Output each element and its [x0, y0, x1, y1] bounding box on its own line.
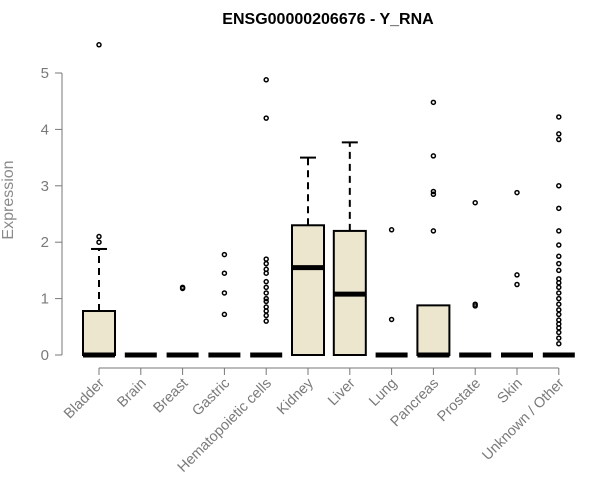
outlier-point	[263, 318, 269, 324]
box-kidney	[291, 156, 325, 356]
outlier-point	[221, 290, 228, 296]
y-tick-label: 0	[41, 347, 49, 364]
x-tick-label: Kidney	[274, 375, 317, 418]
outlier-point	[263, 308, 269, 314]
box-prostate	[459, 199, 492, 358]
outlier-point	[430, 228, 437, 234]
box-iqr	[416, 304, 451, 357]
x-tick-label: Breast	[150, 376, 191, 417]
outlier-point	[556, 325, 562, 331]
outlier-point	[263, 115, 269, 121]
box-skin	[501, 189, 533, 358]
outlier-point	[514, 272, 520, 278]
outlier-point	[263, 298, 269, 305]
box-lung	[375, 227, 408, 358]
y-tick-label: 1	[41, 291, 49, 308]
y-tick-label: 2	[41, 234, 49, 251]
box-hematopoietic-cells	[250, 77, 283, 358]
outlier-point	[263, 290, 269, 296]
outlier-point	[556, 114, 562, 120]
outlier-point	[221, 270, 228, 276]
outlier-point	[388, 227, 395, 233]
box-liver	[332, 141, 367, 356]
outlier-point	[556, 284, 562, 291]
outlier-point	[556, 183, 562, 189]
outlier-point	[556, 290, 562, 296]
outlier-point	[263, 256, 269, 262]
outlier-point	[556, 295, 562, 302]
y-axis-label: Expression	[0, 160, 17, 239]
outlier-point	[556, 335, 562, 341]
x-tick-label: Skin	[495, 376, 526, 407]
y-tick-label: 5	[41, 65, 49, 82]
outlier-point	[263, 270, 269, 276]
outlier-point	[430, 153, 437, 159]
outlier-point	[514, 281, 520, 288]
outlier-point	[96, 42, 102, 48]
outlier-point	[430, 99, 437, 106]
outlier-point	[556, 267, 562, 274]
outlier-point	[96, 233, 102, 240]
outlier-point	[514, 189, 520, 196]
outlier-point	[263, 260, 269, 267]
outlier-point	[472, 303, 478, 309]
x-tick-label: Prostate	[435, 376, 484, 425]
outlier-point	[556, 329, 562, 336]
outlier-point	[556, 253, 562, 260]
outlier-point	[472, 199, 478, 206]
outlier-point	[263, 284, 269, 291]
plot-area	[82, 42, 575, 358]
box-bladder	[82, 42, 116, 358]
outlier-point	[556, 340, 562, 347]
outlier-point	[179, 285, 186, 292]
outlier-point	[263, 278, 269, 285]
outlier-point	[556, 311, 562, 318]
box-iqr	[291, 224, 325, 356]
y-tick-label: 4	[41, 121, 49, 138]
x-tick-label: Brain	[114, 376, 149, 411]
outlier-point	[556, 280, 562, 286]
x-tick-label: Lung	[366, 376, 400, 410]
outlier-point	[221, 311, 228, 318]
box-pancreas	[416, 99, 451, 358]
outlier-point	[263, 77, 269, 83]
box-breast	[166, 284, 199, 358]
outlier-point	[263, 312, 269, 319]
x-tick-label: Liver	[325, 375, 359, 409]
outlier-point	[430, 188, 437, 195]
outlier-point	[556, 260, 562, 267]
chart-title: ENSG00000206676 - Y_RNA	[222, 11, 434, 28]
outlier-point	[556, 242, 562, 248]
outlier-point	[556, 228, 562, 234]
outlier-point	[556, 131, 562, 137]
outlier-point	[556, 136, 562, 143]
outlier-point	[556, 301, 562, 307]
box-unknown-other	[542, 114, 575, 358]
outlier-point	[388, 316, 395, 323]
y-axis: 0 1 2 3 4 5	[41, 65, 63, 364]
x-tick-label: Bladder	[61, 375, 108, 422]
outlier-point	[556, 307, 562, 313]
outlier-point	[263, 295, 269, 302]
y-tick-label: 3	[41, 178, 49, 195]
outlier-point	[430, 191, 437, 198]
outlier-point	[556, 205, 562, 212]
outlier-point	[96, 239, 102, 245]
box-gastric	[208, 251, 241, 358]
box-iqr	[82, 310, 116, 356]
outlier-point	[221, 251, 228, 258]
